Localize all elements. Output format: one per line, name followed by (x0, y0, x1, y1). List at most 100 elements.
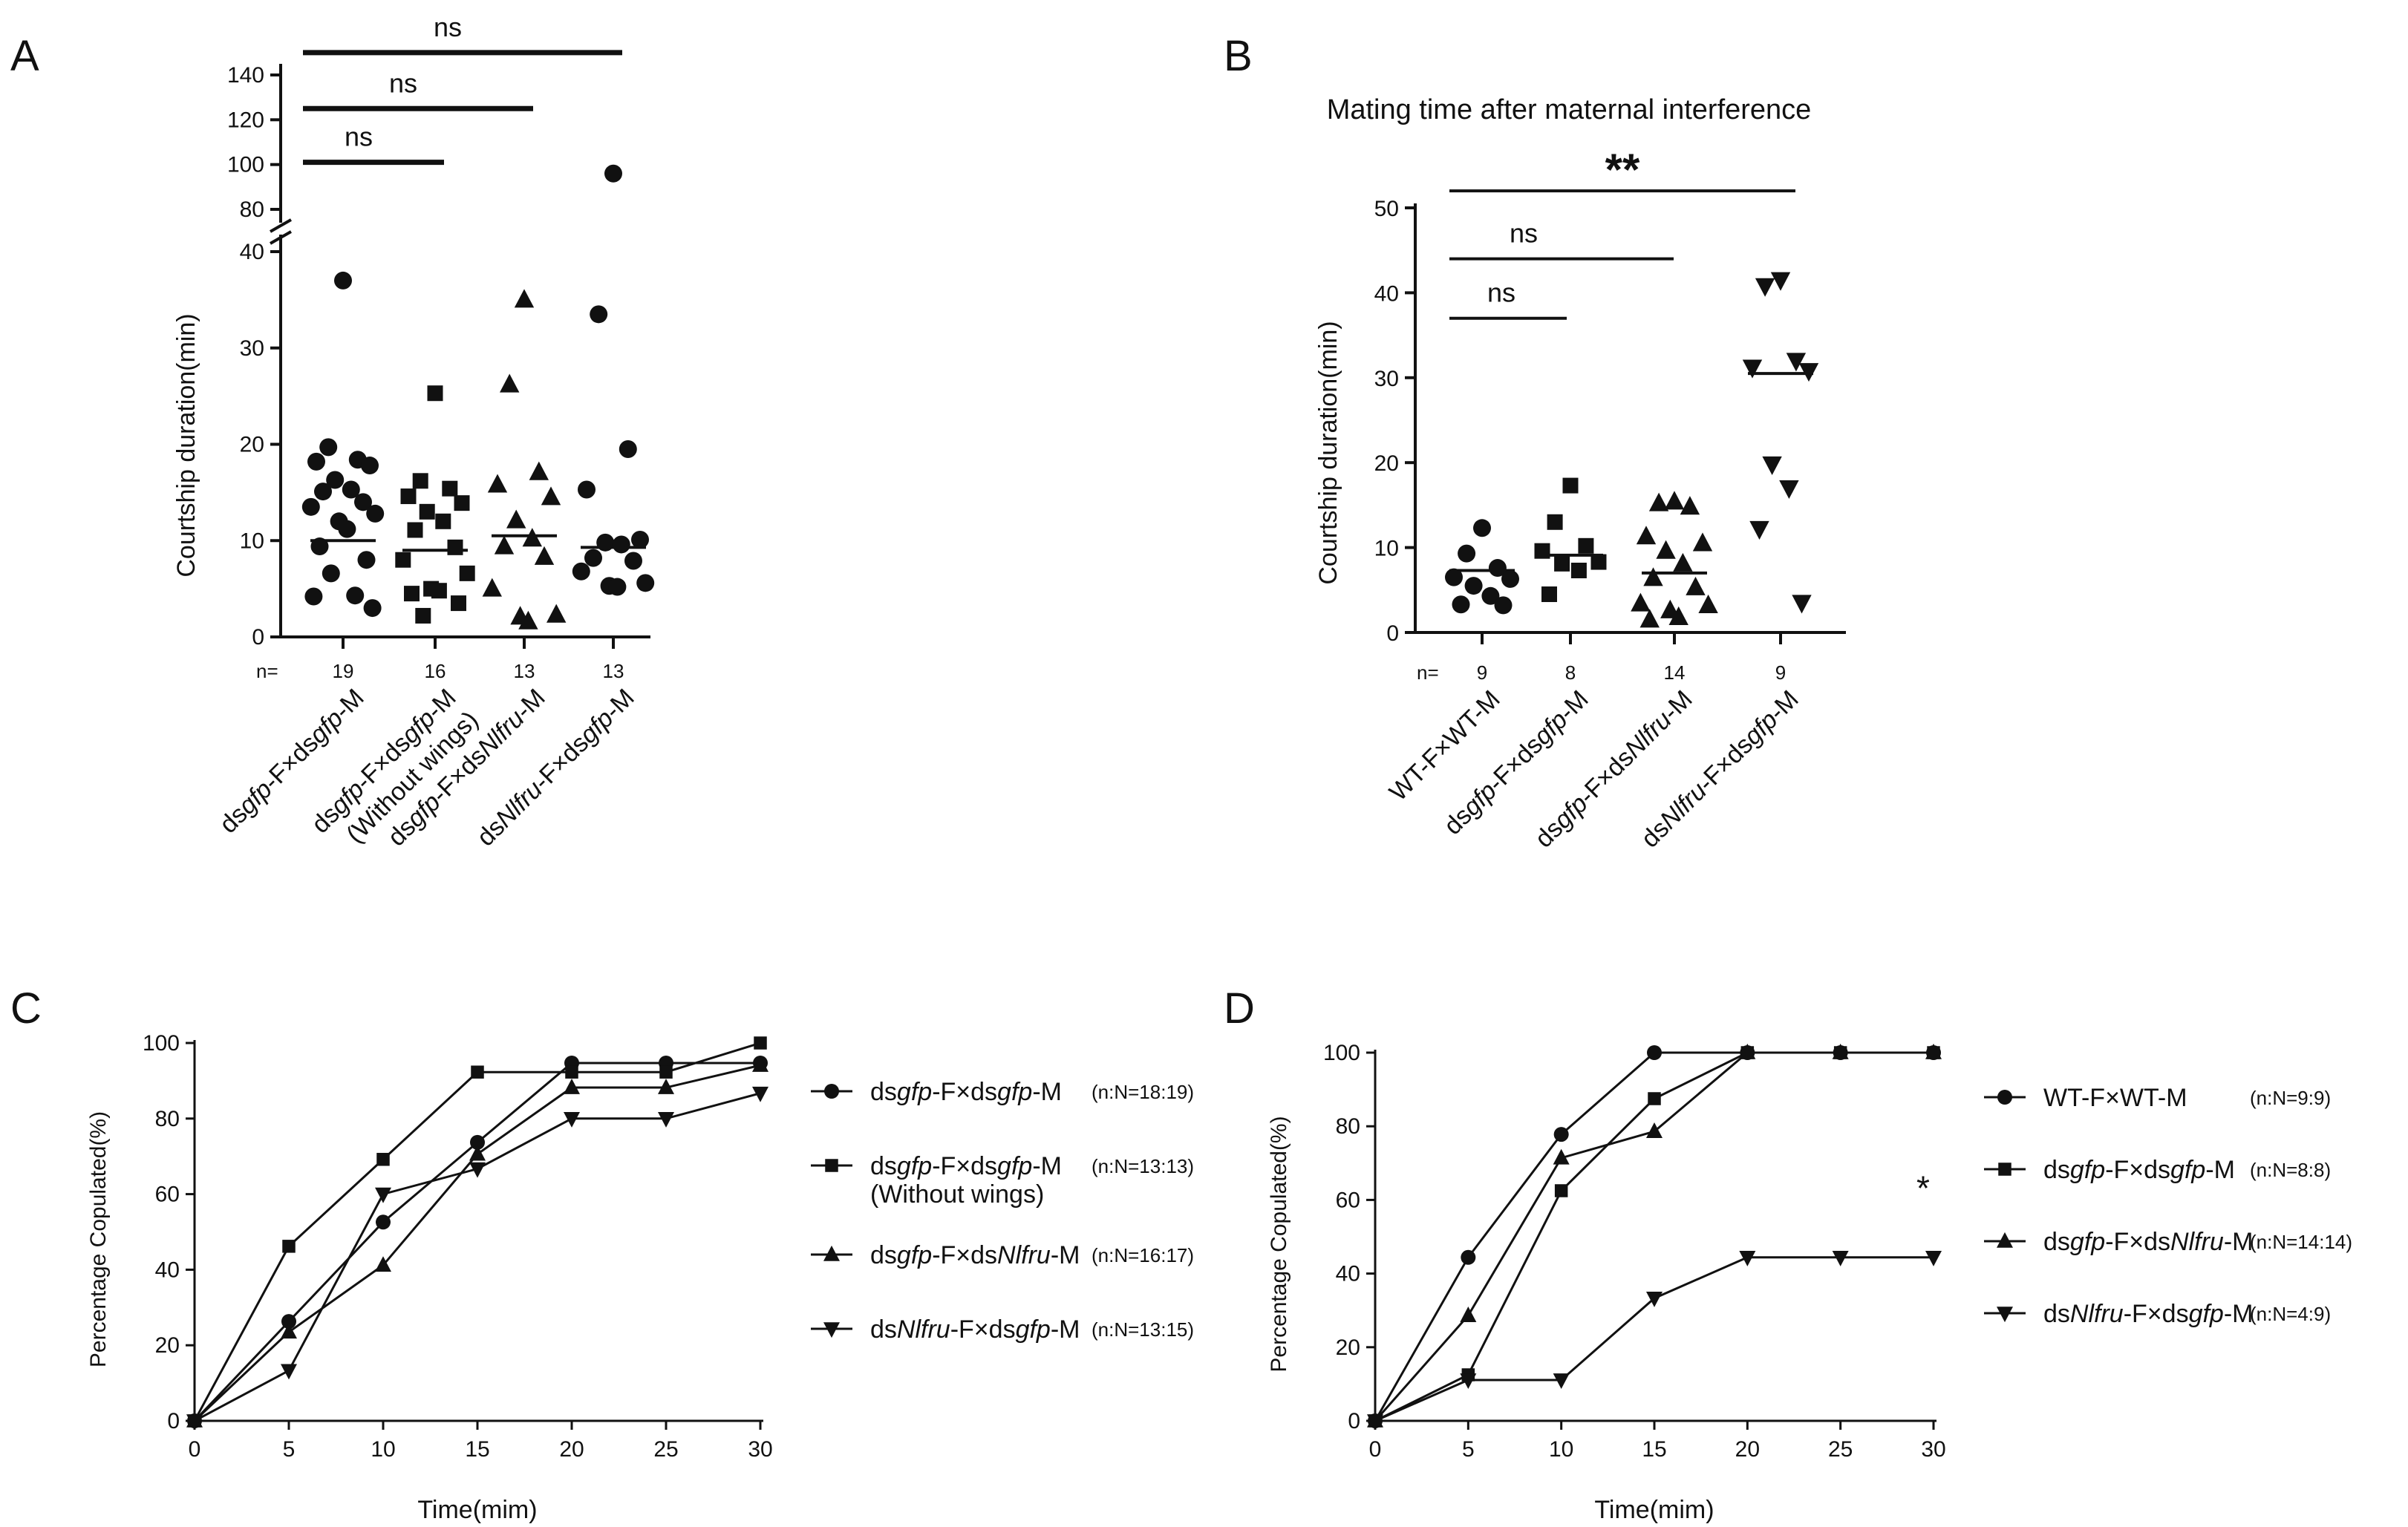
data-point (658, 1078, 674, 1094)
data-point (375, 1187, 391, 1203)
data-point (322, 564, 340, 583)
data-point (357, 551, 376, 569)
data-point (376, 1153, 390, 1166)
data-point (1770, 272, 1791, 291)
data-point (1648, 1092, 1661, 1105)
data-point (366, 504, 385, 523)
y-tick-label: 20 (1374, 451, 1399, 476)
data-point (334, 271, 352, 290)
data-point (752, 1086, 769, 1102)
legend-note: (n:N=9:9) (2250, 1087, 2331, 1109)
y-tick-label: 0 (252, 625, 264, 650)
significance-label: ns (389, 68, 417, 98)
data-point (346, 586, 365, 605)
data-point (1680, 496, 1700, 515)
data-point (404, 586, 420, 602)
data-point (1464, 577, 1483, 595)
n-count-label: 14 (1664, 661, 1686, 684)
legend-note: (n:N=13:13) (1092, 1155, 1194, 1177)
data-point (1664, 491, 1685, 510)
legend-label: dsgfp-F×dsgfp-M (870, 1152, 1062, 1180)
y-tick-label: 0 (1386, 621, 1399, 646)
legend-marker (824, 1084, 839, 1099)
data-point (1458, 544, 1476, 563)
data-point (1488, 559, 1507, 578)
data-point (1739, 1043, 1756, 1059)
data-point (281, 1323, 297, 1339)
data-point (314, 483, 332, 501)
data-point (1460, 1307, 1477, 1322)
data-point (578, 480, 596, 499)
x-tick-label: 5 (1462, 1437, 1475, 1462)
data-point (1698, 594, 1718, 613)
data-point (361, 457, 379, 475)
x-tick-label: 0 (1369, 1437, 1382, 1462)
data-point (564, 1078, 580, 1094)
data-point (1553, 1373, 1570, 1390)
y-tick-label: 0 (1348, 1409, 1360, 1433)
y-tick-label: 40 (1374, 281, 1399, 306)
data-point (304, 587, 323, 606)
chart-title: Mating time after maternal interference (1327, 94, 1812, 125)
legend-marker (1998, 1163, 2011, 1176)
y-tick-label: 30 (1374, 367, 1399, 391)
data-point (435, 513, 451, 529)
y-tick-label: 30 (240, 336, 264, 361)
x-tick-label: 10 (1549, 1437, 1573, 1462)
y-axis-label: Percentage Copulated(%) (86, 1111, 111, 1367)
data-point (494, 535, 515, 555)
data-point (1646, 1292, 1663, 1307)
y-tick-label: 10 (1374, 537, 1399, 561)
n-count-label: 13 (603, 660, 624, 682)
data-point (506, 509, 526, 529)
n-count-label: 8 (1565, 661, 1576, 684)
data-point (1925, 1043, 1942, 1059)
data-point (541, 486, 561, 506)
data-point (1452, 595, 1470, 614)
legend-label: dsNlfru-F×dsgfp-M (870, 1315, 1080, 1344)
data-point (1553, 1148, 1570, 1165)
legend-note: (n:N=16:17) (1092, 1244, 1194, 1266)
data-point (1643, 567, 1663, 586)
data-point (1578, 537, 1594, 554)
data-point (281, 1364, 297, 1380)
data-point (419, 503, 435, 520)
data-point (431, 583, 447, 599)
significance-label: ns (434, 12, 462, 42)
data-point (752, 1056, 769, 1072)
data-point (522, 528, 542, 547)
panel-letter-a: A (10, 32, 39, 80)
data-point (1562, 477, 1579, 494)
x-tick-label: 10 (371, 1437, 395, 1462)
data-point (307, 452, 325, 471)
significance-label: ** (1605, 145, 1640, 194)
legend-label: dsNlfru-F×dsgfp-M (2043, 1300, 2254, 1328)
data-point (1646, 1122, 1663, 1138)
y-tick-label: 0 (167, 1409, 180, 1433)
data-point (301, 497, 320, 516)
data-point (584, 549, 602, 567)
data-point (427, 385, 443, 402)
significance-label: ns (345, 122, 373, 152)
n-count-label: 13 (514, 660, 535, 682)
y-tick-label: 100 (143, 1031, 180, 1056)
data-point (1460, 1373, 1477, 1390)
data-point (1786, 353, 1807, 372)
data-point (281, 1314, 296, 1330)
data-point (1798, 363, 1819, 382)
data-point (612, 535, 630, 554)
data-point (1501, 569, 1519, 588)
data-point (500, 373, 520, 393)
data-point (1631, 592, 1651, 612)
data-point (376, 1214, 391, 1230)
x-tick-label: 15 (465, 1437, 489, 1462)
n-count-label: 9 (1477, 661, 1487, 684)
data-point (1647, 1045, 1662, 1060)
data-point (1832, 1250, 1849, 1266)
data-point (1749, 520, 1769, 540)
legend-label: WT-F×WT-M (2043, 1084, 2187, 1112)
x-tick-label: 30 (1921, 1437, 1945, 1462)
data-point (400, 488, 417, 505)
data-point (604, 164, 622, 183)
